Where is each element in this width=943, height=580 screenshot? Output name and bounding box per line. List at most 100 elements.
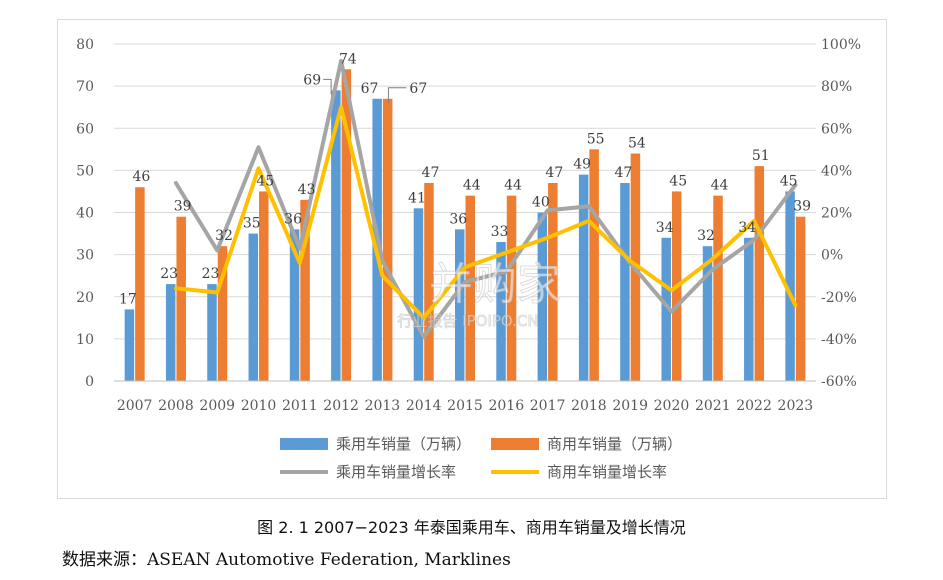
figure-caption: 图 2. 1 2007−2023 年泰国乘用车、商用车销量及增长情况 xyxy=(257,518,686,537)
passenger-sales-label: 40 xyxy=(532,195,550,211)
legend: 乘用车销量（万辆） 商用车销量（万辆） 乘用车销量增长率 商用车销量增长率 xyxy=(280,435,682,481)
y-left-tick-label: 30 xyxy=(76,248,94,264)
passenger-sales-bar xyxy=(496,241,506,381)
y-right-tick-label: 0% xyxy=(821,248,843,264)
passenger-sales-label: 34 xyxy=(656,220,674,236)
passenger-sales-bar xyxy=(331,90,341,382)
commercial-sales-label: 46 xyxy=(132,169,150,185)
legend-commercial-growth-label: 商用车销量增长率 xyxy=(547,463,667,481)
y-left-tick-label: 60 xyxy=(76,121,94,137)
commercial-sales-label: 51 xyxy=(752,148,770,164)
commercial-sales-label: 39 xyxy=(793,199,811,215)
axes: 0 10 20 30 40 50 60 70 80 -60% -40% -20% 0% 20% 40% 60%… xyxy=(76,37,861,414)
commercial-sales-label: 44 xyxy=(463,178,481,194)
y-left-tick-label: 80 xyxy=(76,37,94,53)
passenger-sales-label: 32 xyxy=(697,228,715,244)
data-source-note: 数据来源：ASEAN Automotive Federation, Markli… xyxy=(62,550,511,570)
commercial-sales-bar xyxy=(217,246,228,381)
passenger-sales-label: 69 xyxy=(303,72,321,88)
x-tick-label: 2012 xyxy=(323,398,359,414)
commercial-sales-label: 47 xyxy=(422,165,440,181)
commercial-sales-label: 39 xyxy=(174,199,192,215)
passenger-sales-label: 17 xyxy=(119,291,137,307)
y-right-tick-label: 100% xyxy=(821,37,861,53)
passenger-sales-label: 45 xyxy=(780,173,798,189)
y-left-tick-label: 10 xyxy=(76,332,94,348)
passenger-sales-label: 23 xyxy=(202,266,220,282)
y-right-tick-label: 80% xyxy=(821,79,852,95)
passenger-sales-label: 34 xyxy=(738,220,756,236)
x-tick-label: 2018 xyxy=(571,398,607,414)
passenger-sales-bar xyxy=(578,174,589,381)
commercial-sales-bar xyxy=(589,149,599,381)
growth-lines xyxy=(173,58,798,339)
legend-passenger-sales-swatch xyxy=(280,438,328,450)
watermark: 并购家 行业报告 IPOIPO.CN xyxy=(397,259,562,331)
y-right-tick-label: 60% xyxy=(821,121,852,137)
commercial-sales-bar xyxy=(424,183,434,381)
passenger-sales-bar xyxy=(702,246,713,381)
watermark-sub: 行业报告 IPOIPO.CN xyxy=(397,312,538,330)
y-left-tick-label: 0 xyxy=(85,374,94,390)
chart-frame: 17 23 23 35 36 69 67 41 36 33 40 49 47 34 32 34 45 46 39 32… xyxy=(57,19,887,499)
commercial-sales-label: 47 xyxy=(545,165,563,181)
y-right-tick-label: -60% xyxy=(821,374,857,390)
watermark-main: 并购家 xyxy=(429,259,561,310)
y-right-tick-label: -40% xyxy=(821,332,857,348)
commercial-sales-label: 45 xyxy=(669,173,687,189)
passenger-sales-label: 35 xyxy=(243,216,261,232)
commercial-sales-bar xyxy=(382,98,393,381)
x-tick-label: 2023 xyxy=(778,398,814,414)
combo-chart: 17 23 23 35 36 69 67 41 36 33 40 49 47 34 32 34 45 46 39 32… xyxy=(76,37,861,481)
y-right-tick-label: 40% xyxy=(821,163,852,179)
label-leader-line xyxy=(323,78,332,95)
passenger-sales-label: 36 xyxy=(284,211,302,227)
passenger-sales-label: 33 xyxy=(491,224,509,240)
commercial-sales-label: 55 xyxy=(587,131,605,147)
x-tick-label: 2020 xyxy=(654,398,690,414)
legend-commercial-sales-label: 商用车销量（万辆） xyxy=(547,435,682,453)
passenger-sales-label: 23 xyxy=(160,266,178,282)
passenger-sales-bar xyxy=(620,183,630,381)
passenger-sales-bar xyxy=(248,233,259,381)
passenger-sales-bar xyxy=(537,212,548,381)
commercial-sales-label: 44 xyxy=(711,178,729,194)
passenger-sales-bar xyxy=(413,208,424,381)
passenger-sales-bar xyxy=(165,284,176,381)
x-tick-label: 2019 xyxy=(612,398,648,414)
passenger-growth-line xyxy=(173,58,798,339)
legend-passenger-growth-label: 乘用车销量增长率 xyxy=(336,463,456,481)
x-tick-label: 2015 xyxy=(447,398,483,414)
x-tick-label: 2009 xyxy=(199,398,235,414)
x-tick-label: 2021 xyxy=(695,398,731,414)
commercial-sales-bar xyxy=(259,191,269,381)
y-right-tick-label: 20% xyxy=(821,206,852,222)
x-tick-label: 2013 xyxy=(365,398,401,414)
passenger-sales-label: 47 xyxy=(615,165,633,181)
commercial-sales-label: 43 xyxy=(298,182,316,198)
commercial-sales-label: 45 xyxy=(256,173,274,189)
legend-commercial-sales-swatch xyxy=(491,438,539,450)
y-left-tick-label: 20 xyxy=(76,290,94,306)
data-labels: 17 23 23 35 36 69 67 41 36 33 40 49 47 34 32 34 45 46 39 32… xyxy=(119,51,811,307)
x-tick-label: 2011 xyxy=(282,398,318,414)
passenger-sales-bar xyxy=(661,237,671,381)
passenger-sales-bar xyxy=(785,191,795,381)
passenger-sales-bar xyxy=(455,229,465,381)
passenger-sales-label: 36 xyxy=(449,211,467,227)
passenger-sales-label: 49 xyxy=(573,157,591,173)
x-tick-label: 2017 xyxy=(530,398,566,414)
commercial-sales-bar xyxy=(135,187,145,381)
x-tick-label: 2016 xyxy=(488,398,524,414)
commercial-sales-label: 32 xyxy=(215,228,233,244)
commercial-sales-bar xyxy=(754,166,765,381)
commercial-sales-bar xyxy=(548,183,558,381)
passenger-sales-label: 41 xyxy=(408,190,426,206)
commercial-sales-label: 67 xyxy=(409,81,427,97)
x-tick-label: 2010 xyxy=(241,398,277,414)
legend-passenger-sales-label: 乘用车销量（万辆） xyxy=(336,435,471,453)
commercial-sales-bar xyxy=(465,195,475,381)
passenger-sales-bar xyxy=(124,309,135,381)
commercial-sales-label: 74 xyxy=(339,51,357,67)
passenger-sales-bar xyxy=(207,284,217,381)
